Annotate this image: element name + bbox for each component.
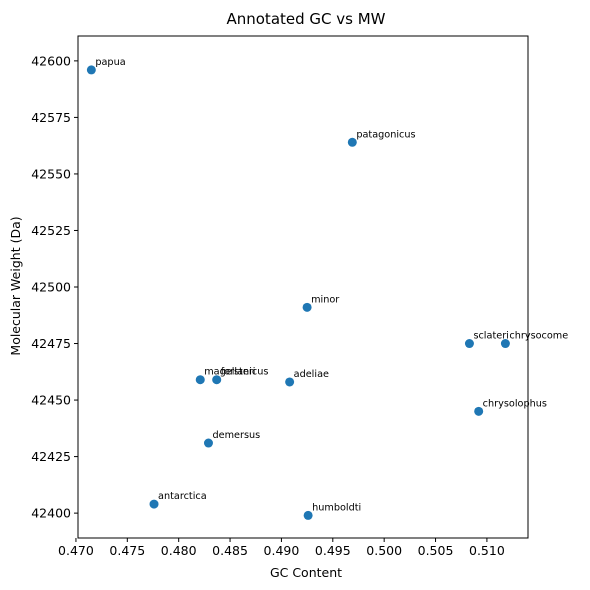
chart-title: Annotated GC vs MW — [226, 10, 385, 28]
data-label-forsteri: forsteri — [221, 367, 256, 378]
data-point-demersus — [203, 438, 213, 448]
data-label-sclateri: sclateri — [473, 331, 508, 342]
y-tick-label: 42425 — [31, 449, 71, 464]
data-point-minor — [302, 302, 312, 312]
data-point-patagonicus — [347, 137, 357, 147]
data-point-sclateri — [464, 339, 474, 349]
x-tick-label: 0.510 — [469, 543, 505, 558]
y-tick-label: 42450 — [31, 393, 71, 408]
x-tick-label: 0.470 — [58, 543, 94, 558]
y-tick-label: 42475 — [31, 336, 71, 351]
x-tick-label: 0.505 — [418, 543, 454, 558]
data-label-antarctica: antarctica — [158, 491, 207, 502]
data-label-magellanicus: magellanicus — [204, 367, 268, 378]
data-label-chrysocome: chrysocome — [509, 331, 568, 342]
y-axis-label: Molecular Weight (Da) — [8, 216, 23, 355]
data-labels: papua patagonicus minor sclateri chrysocome m… — [95, 57, 568, 513]
y-tick-label: 42550 — [31, 166, 71, 181]
x-axis: 0.470 0.475 0.480 0.485 0.490 0.495 0.500 0.505… — [58, 538, 505, 558]
x-tick-label: 0.490 — [264, 543, 300, 558]
data-points — [86, 65, 510, 520]
data-label-demersus: demersus — [212, 430, 260, 441]
data-point-papua — [86, 65, 96, 75]
plot-frame — [77, 35, 529, 539]
x-tick-label: 0.495 — [315, 543, 351, 558]
data-label-papua: papua — [95, 57, 125, 68]
data-label-humboldti: humboldti — [312, 502, 361, 513]
data-label-chrysolophus: chrysolophus — [483, 398, 547, 409]
data-point-magellanicus — [195, 375, 205, 385]
y-tick-label: 42525 — [31, 223, 71, 238]
x-tick-label: 0.500 — [366, 543, 402, 558]
x-tick-label: 0.480 — [161, 543, 197, 558]
y-axis: 42400 42425 42450 42475 42500 42525 42550 42575… — [31, 53, 78, 521]
y-tick-label: 42575 — [31, 110, 71, 125]
y-tick-label: 42600 — [31, 53, 71, 68]
data-label-minor: minor — [311, 294, 339, 305]
data-label-adeliae: adeliae — [294, 369, 329, 380]
data-point-antarctica — [149, 499, 159, 509]
x-tick-label: 0.485 — [212, 543, 248, 558]
y-tick-label: 42500 — [31, 280, 71, 295]
y-tick-label: 42400 — [31, 506, 71, 521]
data-point-chrysolophus — [474, 406, 484, 416]
data-point-humboldti — [303, 510, 313, 520]
data-label-patagonicus: patagonicus — [356, 129, 415, 140]
data-point-chrysocome — [500, 339, 510, 349]
x-axis-label: GC Content — [270, 565, 342, 580]
data-point-forsteri — [212, 375, 222, 385]
x-tick-label: 0.475 — [109, 543, 145, 558]
data-point-adeliae — [285, 377, 295, 387]
